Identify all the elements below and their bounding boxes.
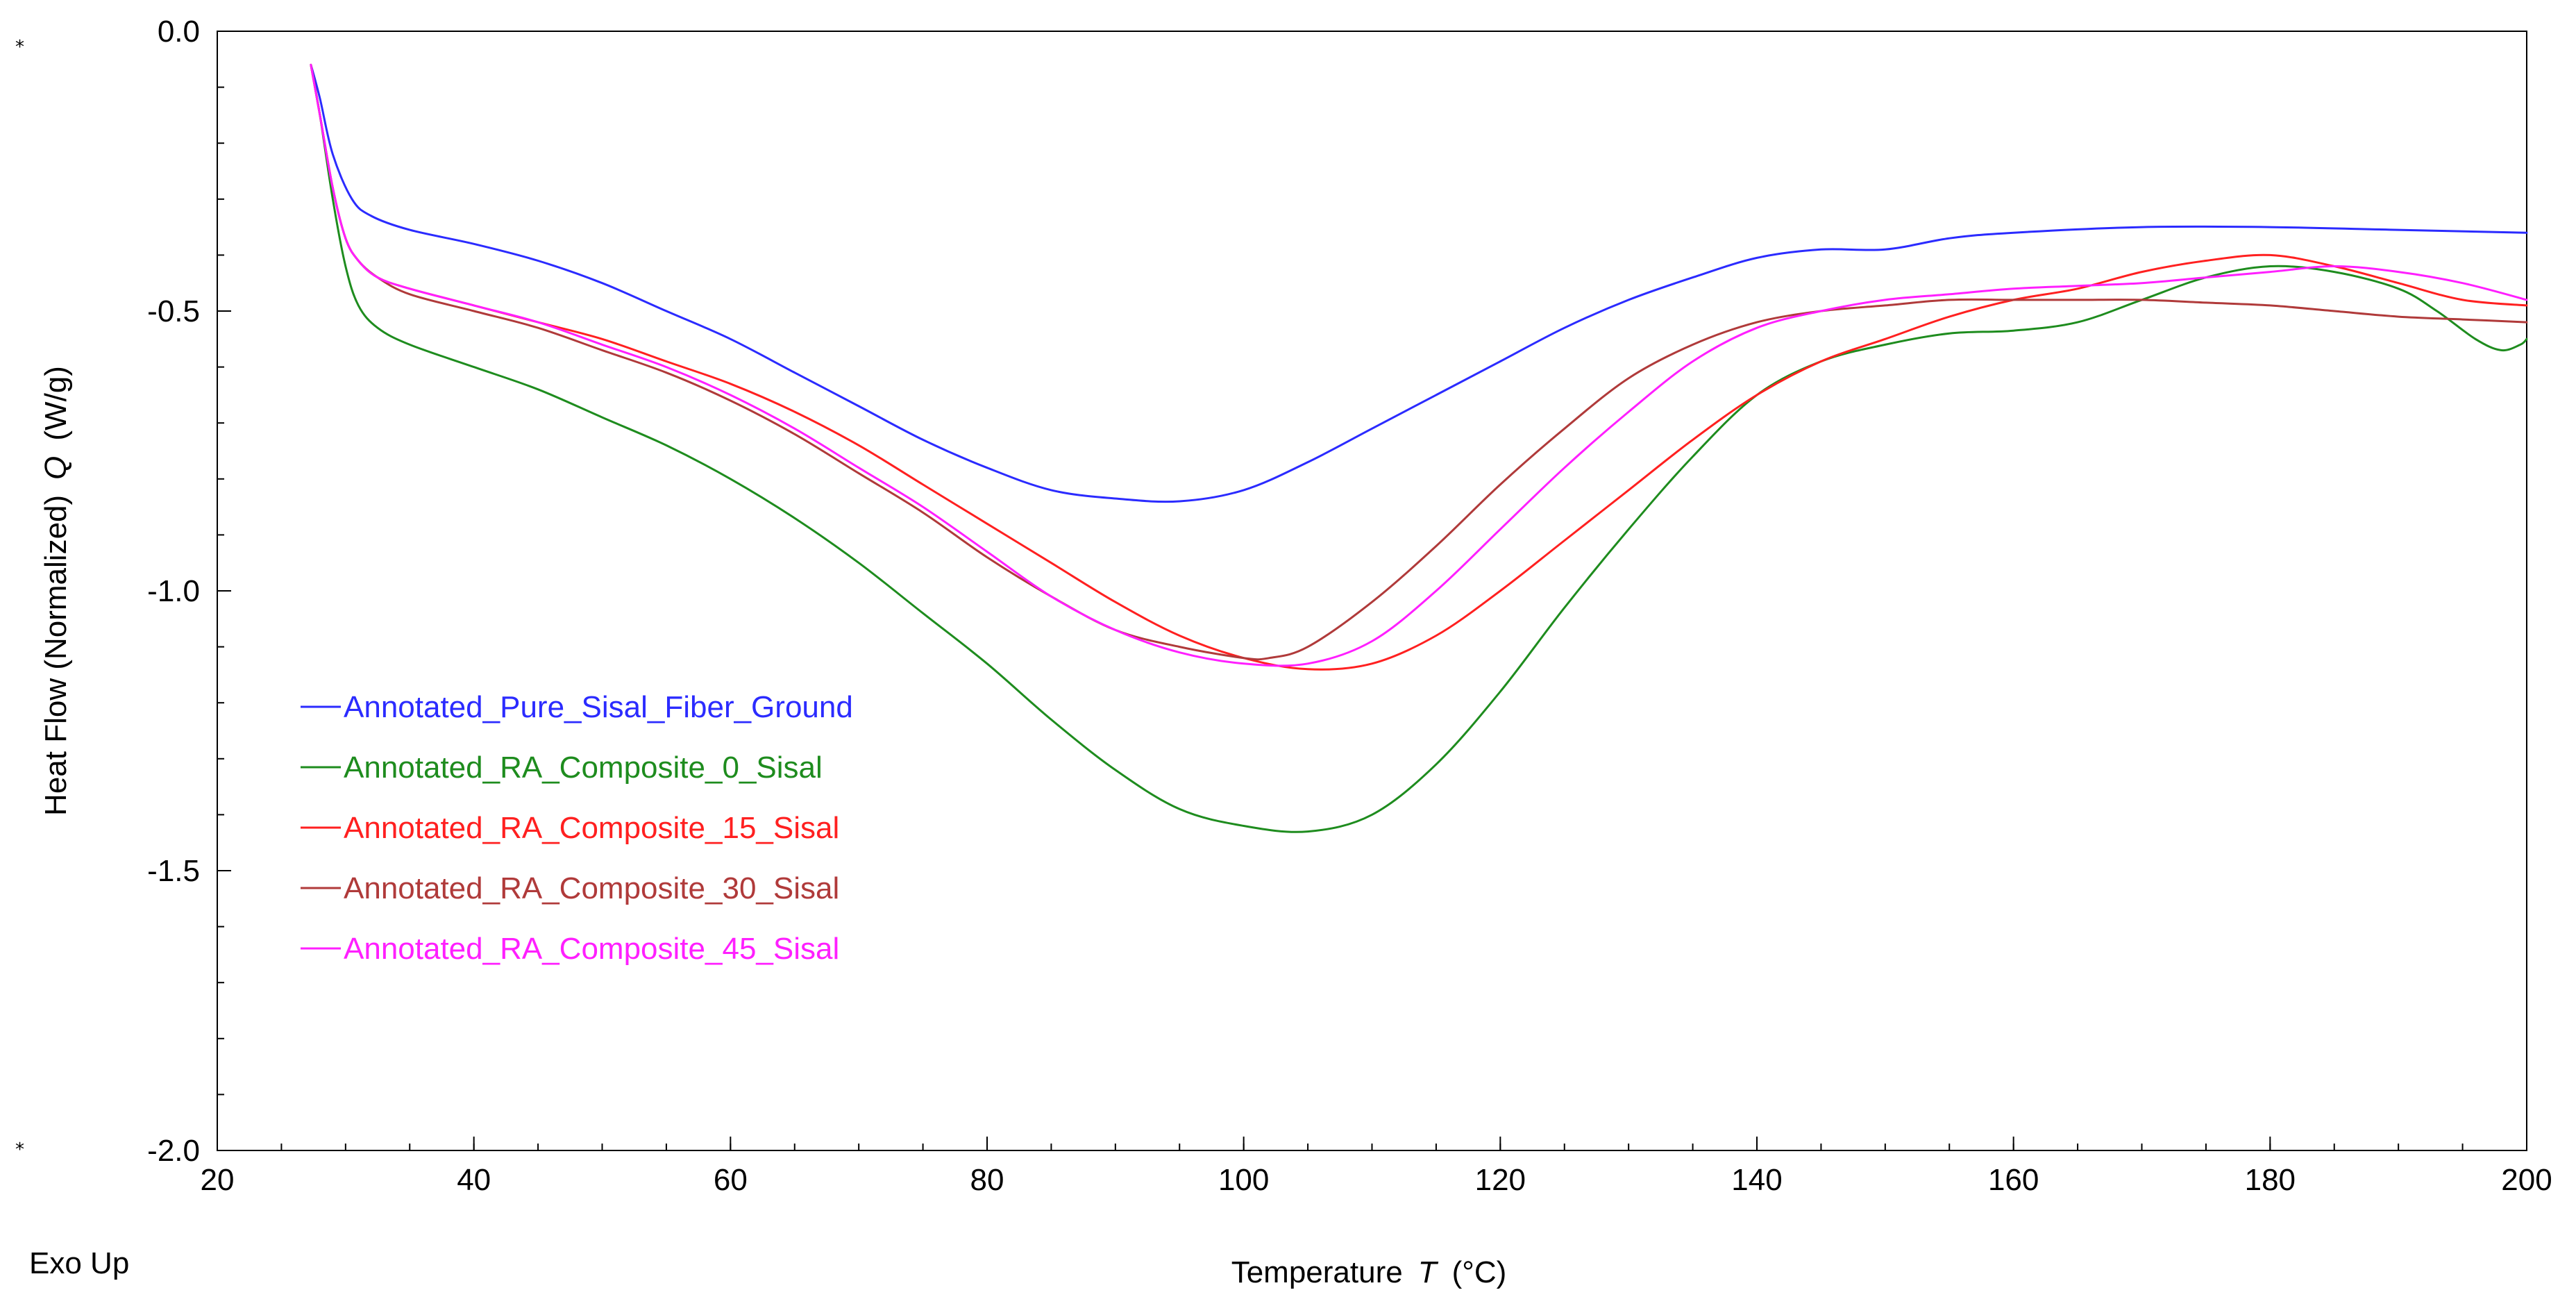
- series-line-1: [310, 63, 2528, 833]
- x-tick-label: 140: [1731, 1163, 1782, 1197]
- y-tick-labels: 0.0 -0.5 -1.0 -1.5 -2.0: [147, 15, 200, 1168]
- x-axis-title-prefix: Temperature: [1231, 1255, 1403, 1289]
- x-tick-label: 100: [1218, 1163, 1269, 1197]
- y-tick-label: -0.5: [147, 294, 200, 328]
- x-tick-label: 40: [457, 1163, 491, 1197]
- y-axis-title-unit: (W/g): [39, 366, 73, 441]
- series-lines: [310, 63, 2528, 833]
- x-axis-title-unit: (°C): [1452, 1255, 1507, 1289]
- x-tick-label: 200: [2501, 1163, 2552, 1197]
- major-ticks: [217, 31, 2527, 1151]
- exo-up-label: Exo Up: [29, 1246, 129, 1280]
- y-tick-label: -1.0: [147, 574, 200, 608]
- x-tick-labels: 20 40 60 80 100 120 140 160 180 200: [201, 1163, 2552, 1197]
- x-tick-label: 20: [201, 1163, 235, 1197]
- bottom-left-marker: *: [15, 1139, 24, 1160]
- x-tick-label: 120: [1475, 1163, 1526, 1197]
- x-axis-title-symbol: T: [1418, 1255, 1439, 1289]
- legend-label-4: Annotated_RA_Composite_45_Sisal: [344, 932, 839, 966]
- legend-label-1: Annotated_RA_Composite_0_Sisal: [344, 751, 823, 785]
- x-tick-label: 160: [1988, 1163, 2039, 1197]
- y-axis-title-prefix: Heat Flow (Normalized): [39, 495, 73, 816]
- series-line-0: [310, 63, 2528, 503]
- x-axis-title: Temperature T (°C): [1231, 1255, 1507, 1289]
- plot-area: [217, 31, 2527, 1151]
- legend-label-2: Annotated_RA_Composite_15_Sisal: [344, 811, 839, 845]
- x-tick-label: 80: [970, 1163, 1004, 1197]
- series-line-3: [310, 63, 2528, 661]
- legend-label-0: Annotated_Pure_Sisal_Fiber_Ground: [344, 690, 853, 724]
- x-tick-label: 60: [714, 1163, 748, 1197]
- x-tick-label: 180: [2245, 1163, 2296, 1197]
- y-tick-label: -1.5: [147, 854, 200, 888]
- series-line-4: [310, 63, 2528, 667]
- top-left-marker: *: [15, 37, 24, 58]
- legend: Annotated_Pure_Sisal_Fiber_Ground Annotat…: [301, 690, 853, 966]
- y-tick-label: -2.0: [147, 1134, 200, 1168]
- y-tick-label: 0.0: [158, 15, 200, 49]
- legend-label-3: Annotated_RA_Composite_30_Sisal: [344, 871, 839, 905]
- y-axis-title: Heat Flow (Normalized) Q (W/g): [39, 366, 73, 816]
- y-axis-title-symbol: Q: [39, 456, 73, 480]
